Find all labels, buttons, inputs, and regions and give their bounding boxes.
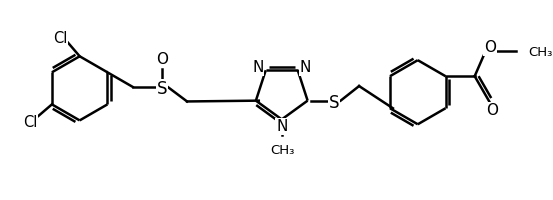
Text: S: S	[328, 94, 339, 112]
Text: O: O	[484, 40, 496, 55]
Text: O: O	[486, 103, 498, 118]
Text: Cl: Cl	[23, 115, 38, 130]
Text: N: N	[276, 119, 288, 134]
Text: N: N	[300, 60, 311, 75]
Text: Cl: Cl	[53, 31, 67, 46]
Text: S: S	[156, 80, 167, 98]
Text: CH₃: CH₃	[528, 46, 552, 59]
Text: O: O	[156, 52, 168, 67]
Text: CH₃: CH₃	[270, 144, 295, 157]
Text: N: N	[252, 60, 264, 75]
